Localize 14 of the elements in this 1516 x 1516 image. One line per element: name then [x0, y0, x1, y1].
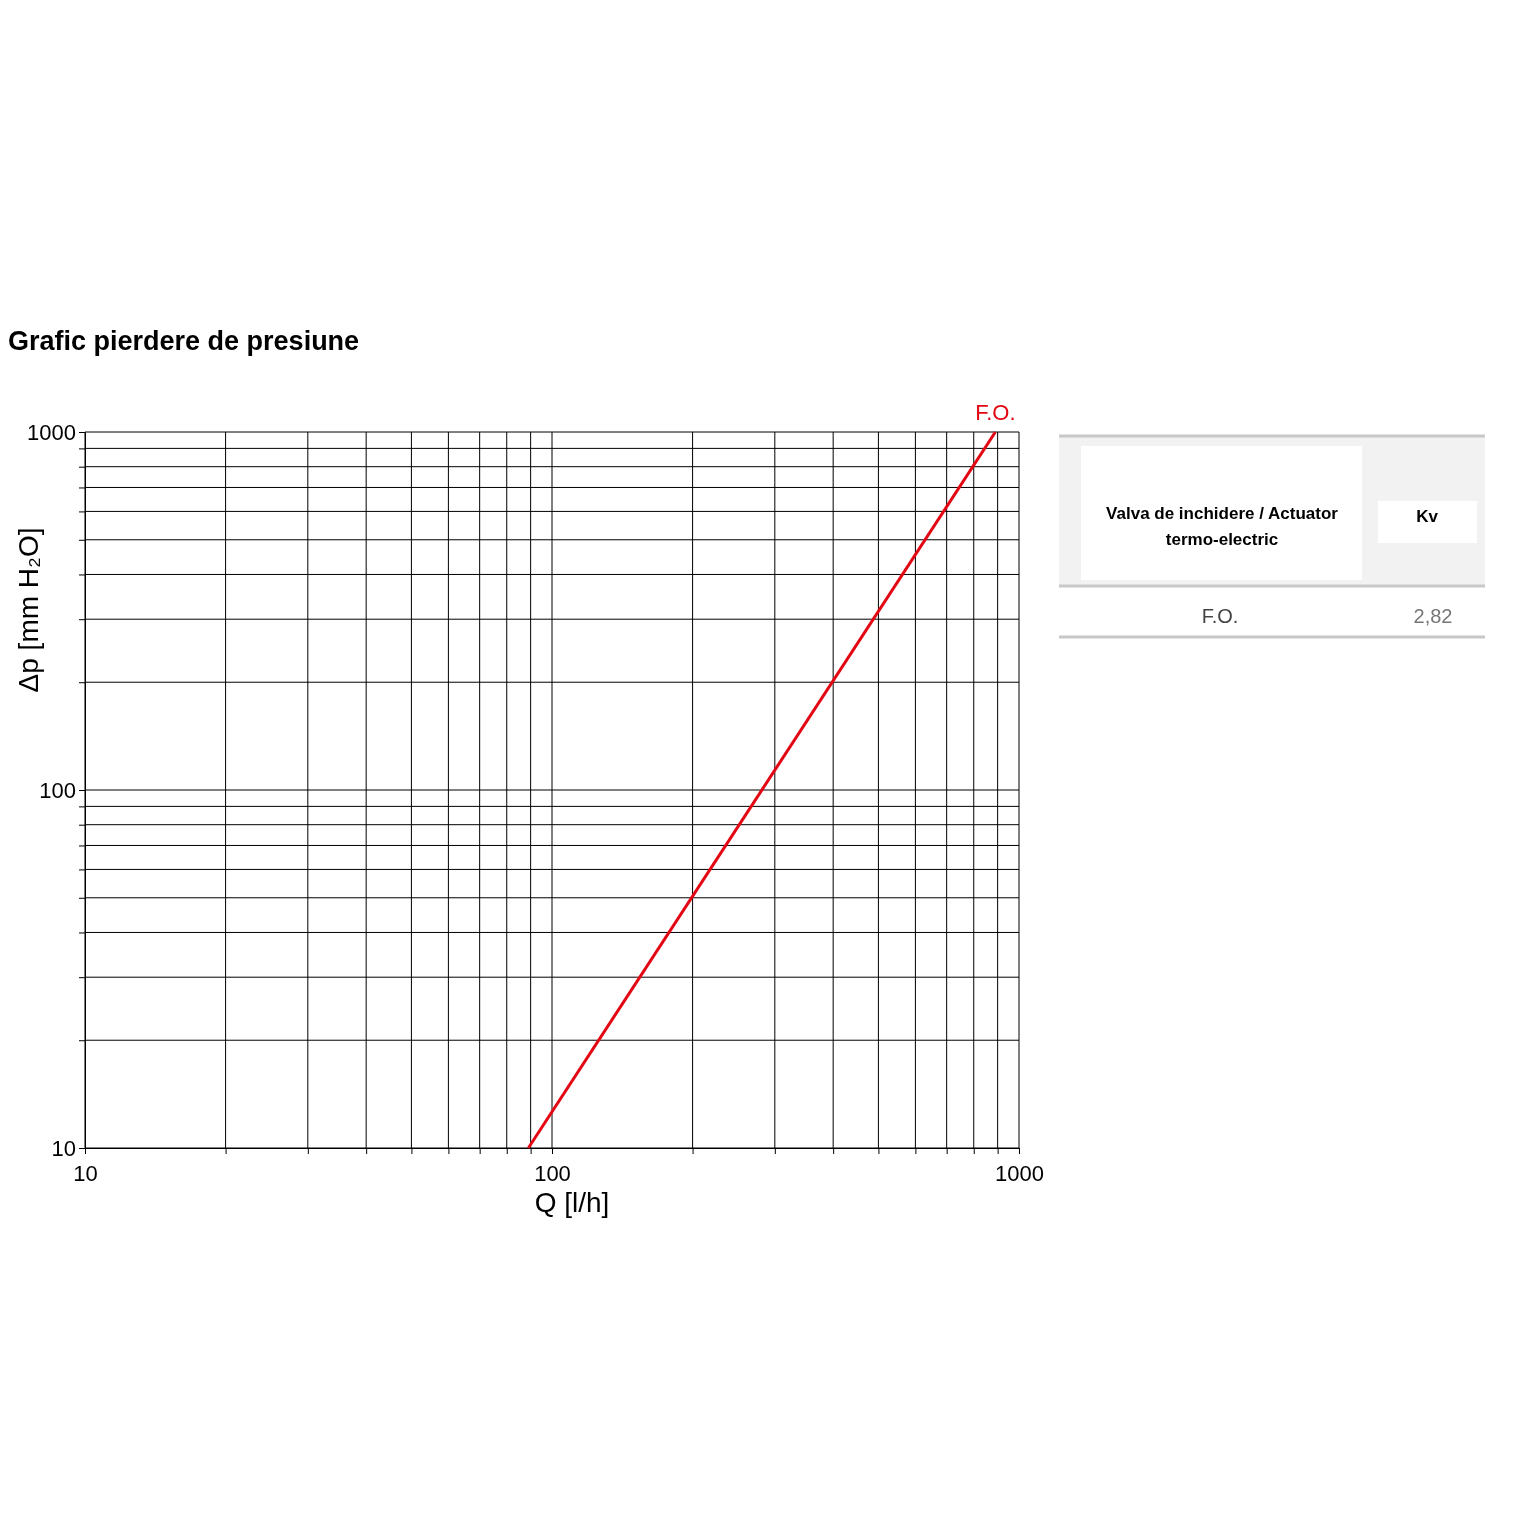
text: Valva de inchidere / Actuator termo-electric — [1106, 504, 1339, 549]
series-label: F.O. — [975, 400, 1016, 425]
y-tick-label: 1000 — [27, 419, 76, 445]
chart-title: Grafic pierdere de presiune — [8, 326, 360, 356]
y-axis-title: Δp [mm H₂O] — [13, 527, 44, 693]
text: F.O. — [1201, 605, 1239, 627]
x-tick-label: 10 — [73, 1161, 98, 1187]
x-tick-label: 1000 — [995, 1161, 1044, 1187]
y-tick-label: 10 — [51, 1135, 76, 1161]
text: Kv — [1416, 507, 1439, 526]
text: 2,82 — [1413, 605, 1453, 627]
x-tick-label: 100 — [534, 1161, 571, 1187]
y-tick-label: 100 — [39, 777, 76, 803]
x-axis-title: Q [l/h] — [534, 1187, 610, 1218]
